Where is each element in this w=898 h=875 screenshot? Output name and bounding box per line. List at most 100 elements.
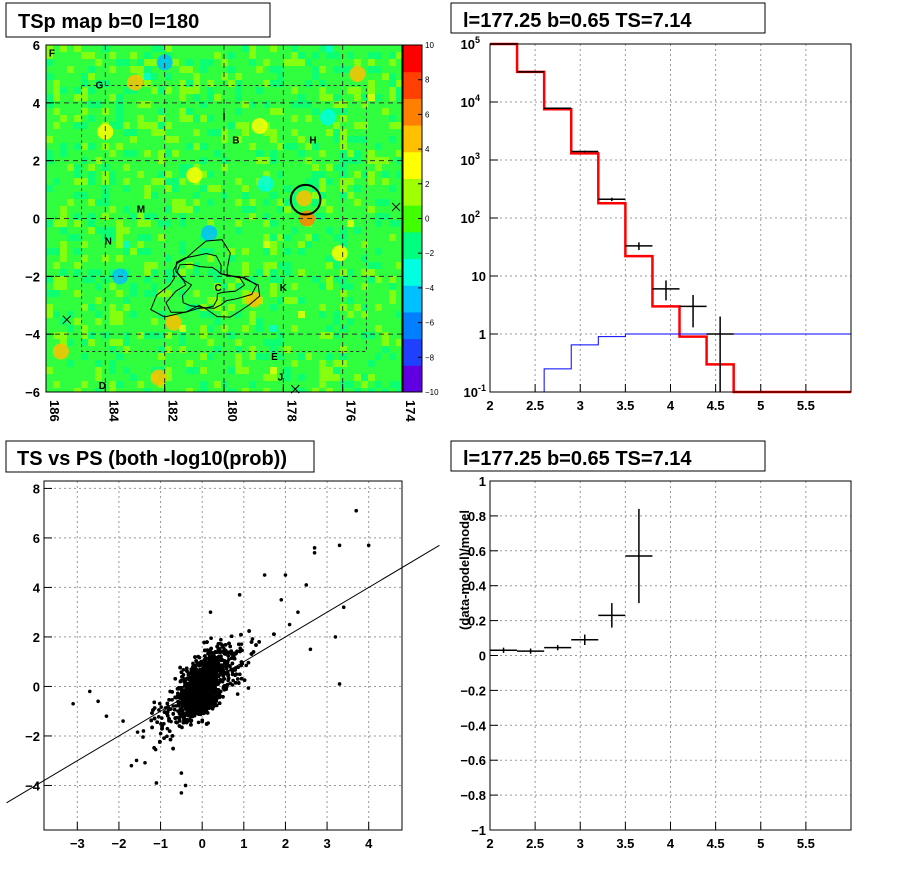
map-pixel xyxy=(333,94,340,101)
map-pixel xyxy=(130,87,137,94)
map-pixel xyxy=(46,136,53,143)
map-pixel xyxy=(270,346,277,353)
scatter-point xyxy=(189,669,194,674)
scatter-point xyxy=(237,681,241,685)
map-pixel xyxy=(382,178,389,185)
map-pixel xyxy=(207,297,214,304)
colorbar-segment xyxy=(403,258,422,286)
map-pixel xyxy=(88,101,95,108)
map-pixel xyxy=(116,339,123,346)
scatter-point xyxy=(191,674,195,679)
map-pixel xyxy=(333,234,340,241)
map-pixel xyxy=(242,388,249,392)
map-pixel xyxy=(95,311,102,318)
map-pixel xyxy=(151,332,158,339)
map-pixel xyxy=(179,220,186,227)
map-pixel xyxy=(396,339,402,346)
map-pixel xyxy=(144,66,151,73)
map-hot-spot xyxy=(331,245,348,262)
map-pixel xyxy=(235,227,242,234)
map-pixel xyxy=(109,367,116,374)
scatter-point xyxy=(170,734,175,738)
map-pixel xyxy=(207,353,214,360)
map-pixel xyxy=(53,290,60,297)
residual-y-tick-label: 0.4 xyxy=(468,579,487,594)
map-pixel xyxy=(368,388,375,392)
map-pixel xyxy=(186,80,193,87)
map-pixel xyxy=(347,87,354,94)
map-pixel xyxy=(144,276,151,283)
map-pixel xyxy=(74,94,81,101)
map-pixel xyxy=(214,150,221,157)
scatter-point xyxy=(233,681,238,685)
map-pixel xyxy=(186,66,193,73)
map-pixel xyxy=(235,311,242,318)
map-pixel xyxy=(207,248,214,255)
spectrum-y-tick-label: 104 xyxy=(461,93,480,110)
map-pixel xyxy=(319,332,326,339)
map-pixel xyxy=(361,94,368,101)
map-pixel xyxy=(368,80,375,87)
map-pixel xyxy=(235,360,242,367)
map-pixel xyxy=(207,185,214,192)
map-pixel xyxy=(375,304,382,311)
scatter-outlier-point xyxy=(287,622,292,627)
map-pixel xyxy=(130,129,137,136)
map-pixel xyxy=(249,311,256,318)
map-pixel xyxy=(123,367,130,374)
map-pixel xyxy=(214,346,221,353)
spectrum-x-tick-label: 2 xyxy=(486,398,493,413)
residual-x-tick-label: 5.5 xyxy=(797,836,815,851)
map-pixel xyxy=(291,45,298,52)
map-pixel xyxy=(186,262,193,269)
colorbar-segment xyxy=(403,231,422,260)
map-pixel xyxy=(158,45,165,52)
map-pixel xyxy=(333,367,340,374)
map-pixel xyxy=(53,283,60,290)
map-pixel xyxy=(95,388,102,392)
colorbar-segment xyxy=(403,178,422,206)
map-pixel xyxy=(284,262,291,269)
map-pixel xyxy=(165,73,172,80)
scatter-point xyxy=(250,637,255,641)
scatter-point xyxy=(228,664,232,668)
scatter-point xyxy=(210,661,215,665)
map-pixel xyxy=(60,227,67,234)
map-pixel xyxy=(340,143,347,150)
map-pixel xyxy=(389,276,396,283)
map-pixel xyxy=(144,269,151,276)
map-pixel xyxy=(291,297,298,304)
map-pixel xyxy=(291,87,298,94)
map-pixel xyxy=(158,122,165,129)
map-pixel xyxy=(389,297,396,304)
map-pixel xyxy=(270,108,277,115)
scatter-point xyxy=(205,640,209,644)
map-pixel xyxy=(305,59,312,66)
map-pixel xyxy=(102,185,109,192)
map-pixel xyxy=(46,367,53,374)
map-pixel xyxy=(74,234,81,241)
map-pixel xyxy=(284,248,291,255)
map-pixel xyxy=(396,220,402,227)
map-pixel xyxy=(193,87,200,94)
scatter-point xyxy=(185,712,189,717)
scatter-outlier-point xyxy=(333,635,338,639)
map-pixel xyxy=(74,143,81,150)
map-pixel xyxy=(53,248,60,255)
map-pixel xyxy=(291,283,298,290)
map-pixel xyxy=(347,66,354,73)
map-pixel xyxy=(291,52,298,59)
map-pixel xyxy=(179,115,186,122)
scatter-point xyxy=(141,735,145,739)
map-pixel xyxy=(228,80,235,87)
map-y-tick-label: 2 xyxy=(33,154,40,169)
map-cross-marker xyxy=(62,315,72,325)
map-pixel xyxy=(165,185,172,192)
residual-y-tick-label: 0.8 xyxy=(468,509,486,524)
scatter-outlier-point xyxy=(354,508,359,513)
map-pixel xyxy=(340,360,347,367)
map-pixel xyxy=(270,136,277,143)
spectrum-title: l=177.25 b=0.65 TS=7.14 xyxy=(463,10,692,32)
scatter-outlier-point xyxy=(96,699,100,704)
map-pixel xyxy=(347,297,354,304)
